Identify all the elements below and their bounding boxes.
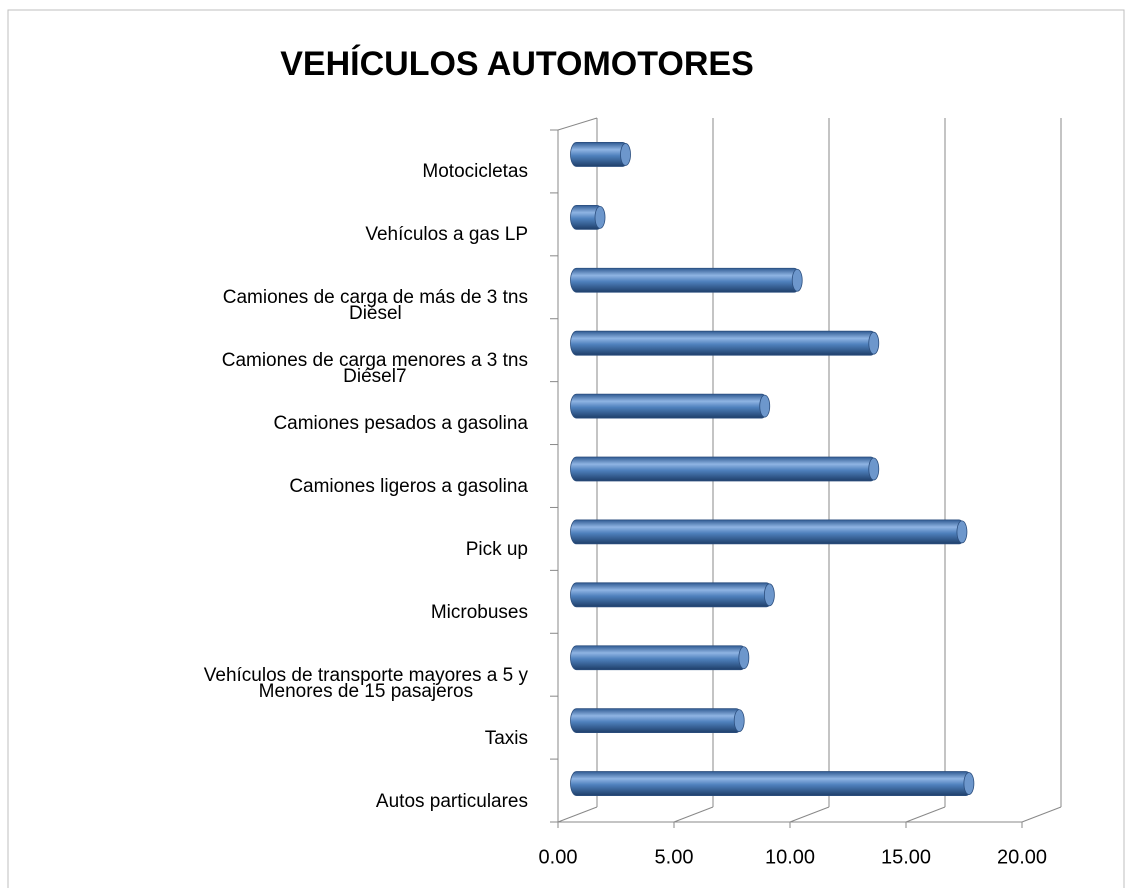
bar-cap bbox=[956, 520, 968, 544]
category-label: Vehículos a gas LP bbox=[365, 224, 528, 246]
category-label: Camiones ligeros a gasolina bbox=[289, 476, 528, 497]
bar bbox=[570, 393, 769, 419]
bar-cap bbox=[759, 394, 771, 418]
bar-cap bbox=[791, 268, 803, 292]
category-label: Autos particulares bbox=[375, 790, 528, 812]
bar bbox=[570, 645, 748, 671]
bar-cap bbox=[963, 772, 975, 795]
bar bbox=[570, 708, 743, 734]
bar-cap bbox=[763, 583, 775, 607]
floor-line bbox=[673, 806, 714, 823]
x-tick-label: 20.00 bbox=[997, 846, 1047, 868]
x-tick-label: 5.00 bbox=[655, 846, 694, 868]
bar bbox=[570, 456, 878, 482]
bar-cap bbox=[868, 331, 880, 355]
bar bbox=[570, 519, 966, 545]
bar-cap bbox=[594, 205, 606, 229]
category-label: Motocicletas bbox=[422, 161, 528, 183]
floor-line bbox=[557, 806, 598, 823]
category-label: Microbuses bbox=[430, 601, 528, 623]
category-label: Camiones de carga menores a 3 tns Diésel… bbox=[221, 350, 528, 388]
category-label: Taxis bbox=[484, 727, 528, 749]
floor-line bbox=[1021, 806, 1062, 823]
bar bbox=[570, 582, 773, 608]
floor-line bbox=[905, 806, 946, 823]
chart-title: VEHÍCULOS AUTOMOTORES bbox=[280, 45, 754, 83]
floor-line bbox=[789, 806, 830, 823]
bar bbox=[570, 267, 801, 293]
bar-cap bbox=[868, 457, 880, 481]
category-label: Camiones de carga de más de 3 tns Diésel bbox=[222, 287, 528, 325]
chart-frame bbox=[7, 9, 1125, 888]
bar-cap bbox=[620, 143, 631, 166]
bar bbox=[570, 771, 973, 796]
bar-cap bbox=[733, 709, 745, 733]
wall-edge bbox=[557, 117, 598, 131]
x-tick-label: 10.00 bbox=[765, 846, 815, 868]
x-tick-label: 0.00 bbox=[539, 846, 578, 868]
x-tick-label: 15.00 bbox=[881, 846, 931, 868]
category-label: Camiones pesados a gasolina bbox=[273, 413, 528, 435]
bar-cap bbox=[738, 646, 750, 670]
bar bbox=[570, 330, 878, 356]
category-label: Pick up bbox=[465, 538, 528, 560]
category-label: Vehículos de transporte mayores a 5 y Me… bbox=[203, 664, 528, 702]
bar bbox=[570, 142, 629, 167]
